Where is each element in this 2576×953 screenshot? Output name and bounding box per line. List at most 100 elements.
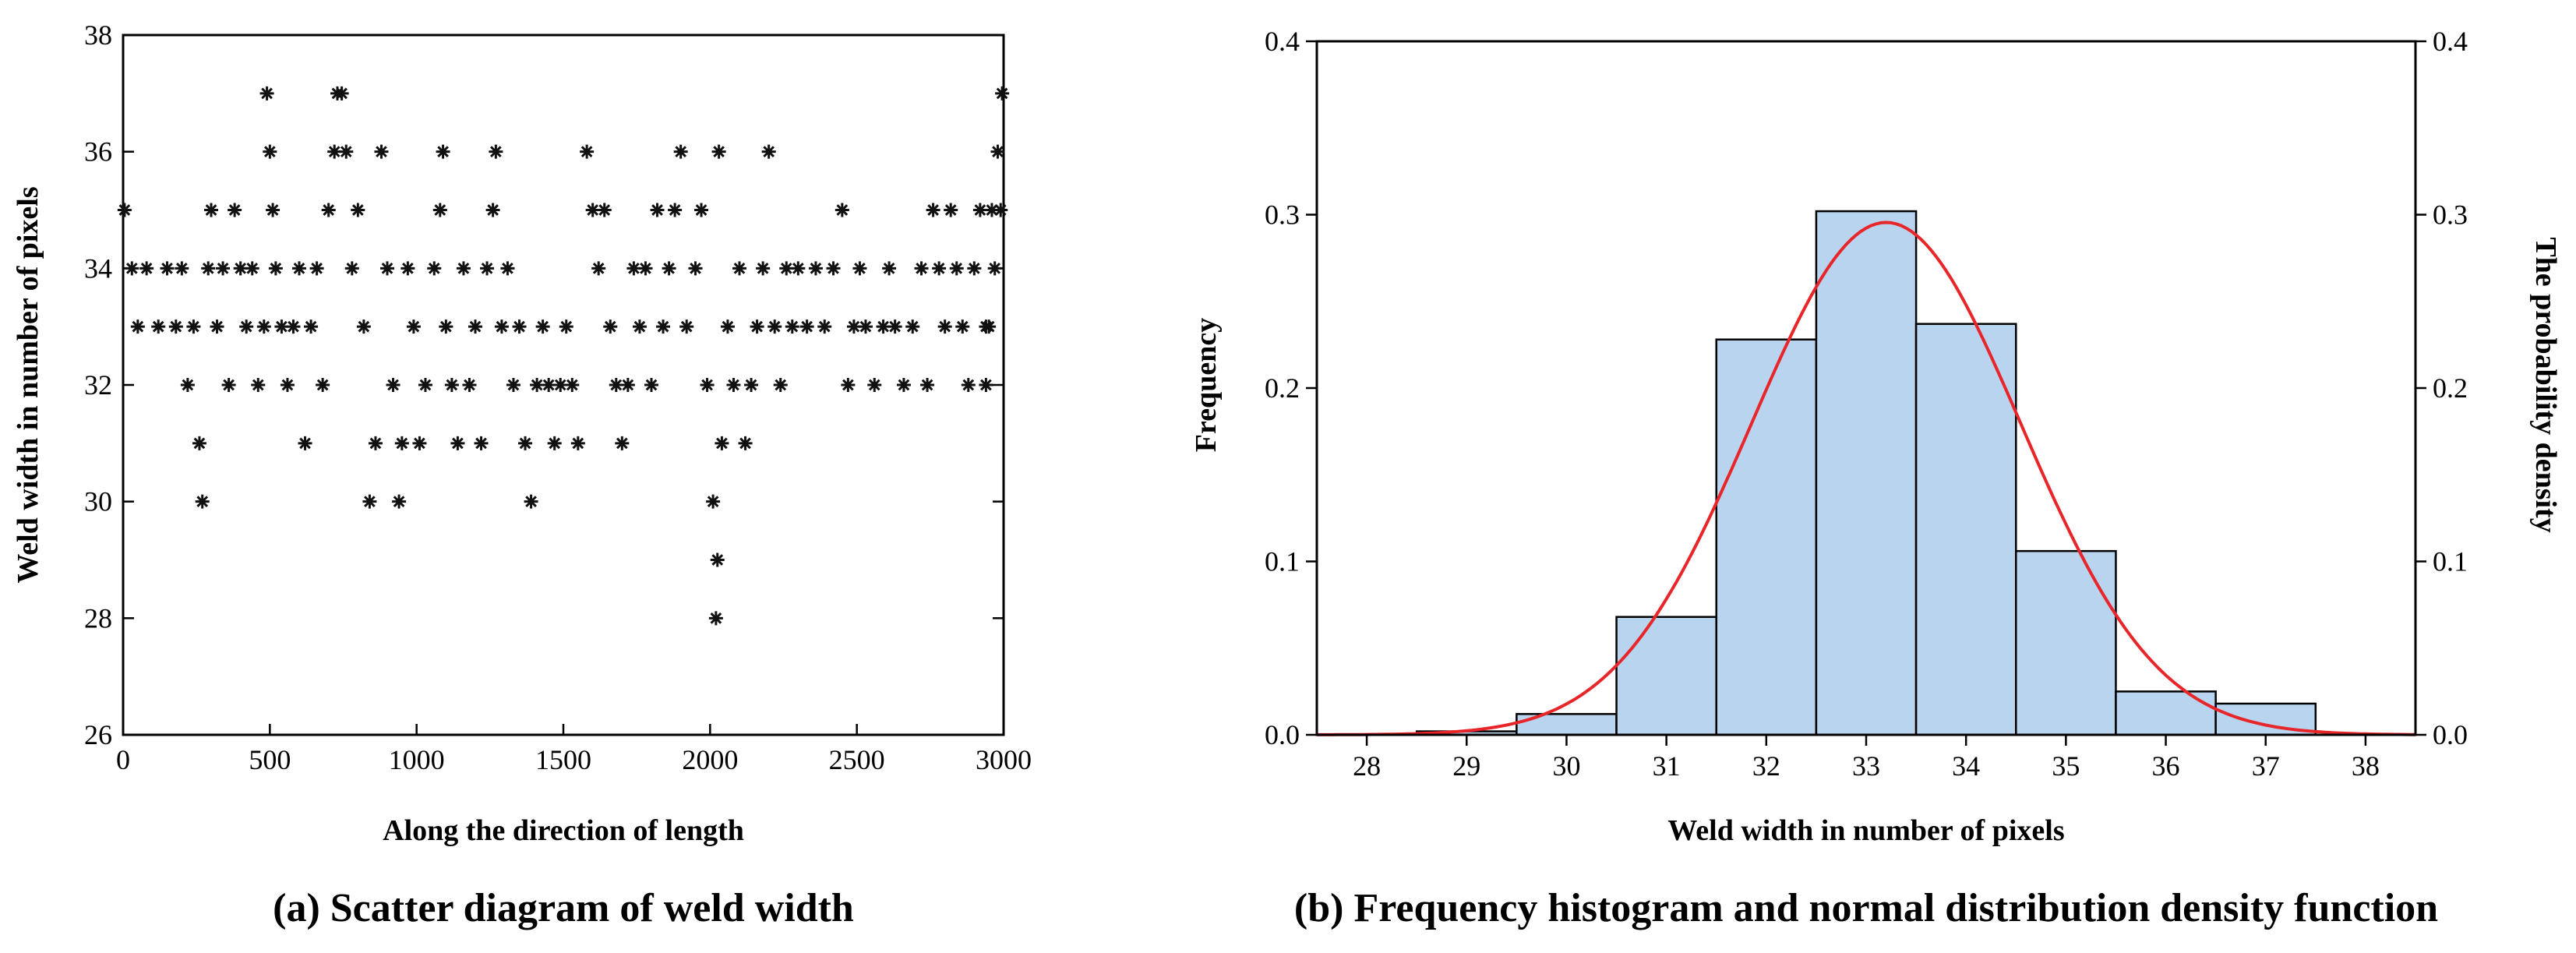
scatter-point — [266, 203, 281, 217]
scatter-point — [125, 261, 139, 276]
scatter-point — [982, 319, 997, 334]
scatter-point — [882, 261, 897, 276]
scatter-point — [175, 261, 189, 276]
histogram-bars — [1415, 210, 2317, 736]
histogram-right-y-axis-label: The probability density — [2529, 237, 2562, 532]
scatter-point — [632, 319, 647, 334]
scatter-point — [512, 319, 527, 334]
normal-density-curve — [1317, 221, 2415, 736]
scatter-point — [506, 378, 520, 392]
scatter-panel: 0 500 1000 1500 2000 2500 3000 26283032343638 … — [12, 19, 1032, 930]
scatter-point — [228, 203, 242, 217]
scatter-point — [694, 203, 709, 217]
scatter-point — [972, 203, 987, 217]
scatter-point — [117, 203, 132, 217]
scatter-point — [251, 378, 266, 392]
scatter-point — [711, 144, 726, 159]
scatter-x-tick-label: 1500 — [535, 744, 591, 775]
histogram-right-y-ticks: 0.0 0.1 0.2 0.3 0.4 — [2415, 26, 2468, 750]
scatter-point — [160, 261, 175, 276]
scatter-point — [168, 319, 183, 334]
scatter-point — [732, 261, 746, 276]
scatter-point — [867, 378, 882, 392]
scatter-point — [418, 378, 432, 392]
scatter-point — [368, 436, 383, 450]
scatter-point — [298, 436, 312, 450]
scatter-point — [406, 319, 421, 334]
histogram-right-y-tick-label: 0.1 — [2433, 546, 2468, 577]
histogram-bar — [1914, 323, 2017, 736]
scatter-point — [835, 203, 849, 217]
scatter-point — [570, 436, 585, 450]
scatter-point — [351, 203, 365, 217]
histogram-x-tick-label: 38 — [2352, 750, 2380, 782]
scatter-point — [799, 319, 814, 334]
scatter-point — [668, 203, 683, 217]
scatter-point — [474, 436, 489, 450]
scatter-point — [394, 436, 409, 450]
histogram-bar — [1815, 210, 1918, 736]
scatter-x-tick-label: 2000 — [682, 744, 738, 775]
scatter-point — [485, 203, 500, 217]
scatter-point — [768, 319, 782, 334]
scatter-point — [984, 203, 999, 217]
scatter-point — [304, 319, 319, 334]
scatter-point — [990, 144, 1005, 159]
scatter-point — [673, 144, 688, 159]
scatter-point — [638, 261, 653, 276]
scatter-point — [967, 261, 982, 276]
histogram-x-tick-label: 36 — [2152, 750, 2180, 782]
scatter-point — [286, 319, 301, 334]
scatter-point — [585, 203, 600, 217]
scatter-point — [195, 494, 210, 509]
scatter-point — [817, 319, 832, 334]
scatter-point — [401, 261, 415, 276]
scatter-point — [339, 144, 354, 159]
scatter-x-ticks: 0 500 1000 1500 2000 2500 3000 — [116, 724, 1032, 775]
scatter-point — [380, 261, 394, 276]
scatter-x-tick-label: 1000 — [389, 744, 445, 775]
scatter-y-tick-label: 30 — [84, 486, 112, 517]
histogram-bar — [1615, 616, 1717, 736]
scatter-point — [944, 203, 958, 217]
histogram-y-tick-label: 0.3 — [1265, 199, 1300, 231]
scatter-point — [356, 319, 371, 334]
scatter-y-axis-label: Weld width in number of pixels — [12, 186, 44, 583]
scatter-point — [715, 436, 729, 450]
scatter-point — [386, 378, 401, 392]
scatter-point — [920, 378, 935, 392]
scatter-point — [826, 261, 841, 276]
scatter-point — [201, 261, 216, 276]
scatter-point — [151, 319, 166, 334]
scatter-point — [535, 319, 550, 334]
scatter-point — [708, 611, 723, 626]
scatter-point — [412, 436, 427, 450]
scatter-point — [139, 261, 154, 276]
histogram-y-tick-label: 0.4 — [1265, 26, 1300, 57]
scatter-point — [905, 319, 920, 334]
scatter-point — [439, 319, 453, 334]
scatter-point — [603, 319, 618, 334]
histogram-bar — [1715, 338, 1818, 736]
scatter-point — [221, 378, 236, 392]
scatter-point — [841, 378, 856, 392]
histogram-bar — [2015, 549, 2117, 736]
histogram-x-tick-label: 37 — [2252, 750, 2280, 782]
scatter-point — [494, 319, 509, 334]
histogram-right-y-tick-label: 0.3 — [2433, 199, 2468, 231]
scatter-y-tick-label: 38 — [84, 19, 112, 51]
scatter-point — [706, 494, 721, 509]
scatter-point — [979, 378, 993, 392]
scatter-point — [852, 261, 867, 276]
scatter-point — [656, 319, 671, 334]
scatter-point — [280, 378, 295, 392]
scatter-point — [462, 378, 477, 392]
scatter-point — [591, 261, 606, 276]
scatter-point — [700, 378, 715, 392]
scatter-point — [432, 203, 447, 217]
histogram-right-y-tick-label: 0.2 — [2433, 372, 2468, 404]
histogram-right-y-tick-label: 0.0 — [2433, 719, 2468, 750]
scatter-point — [192, 436, 206, 450]
